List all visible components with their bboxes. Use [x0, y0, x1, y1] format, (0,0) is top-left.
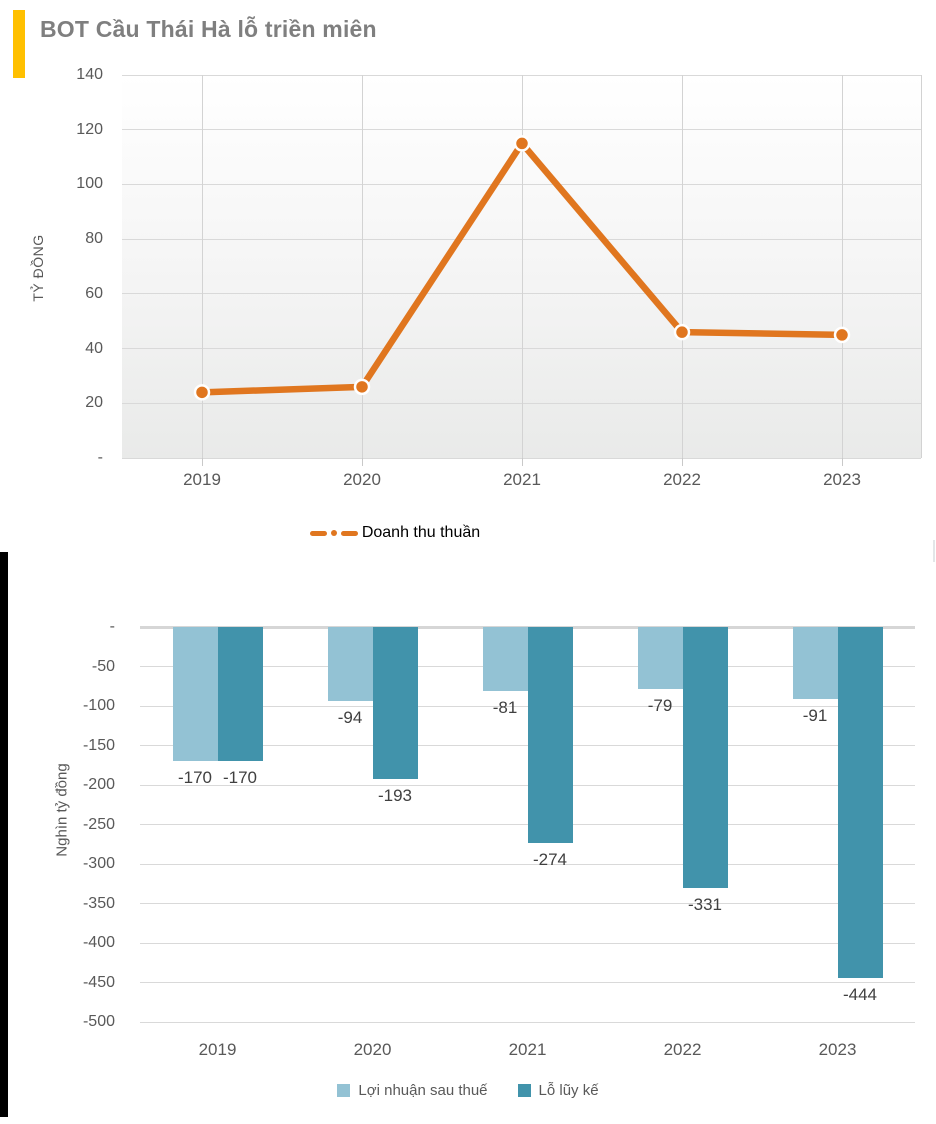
- bar-profit: [172, 627, 218, 762]
- bar-value-label: -91: [802, 705, 828, 725]
- bar-cumulative-loss: [527, 627, 573, 844]
- legend-item-profit: Lợi nhuận sau thuế: [337, 1082, 488, 1099]
- chart2-legend: Lợi nhuận sau thuế Lỗ lũy kế: [0, 1082, 936, 1099]
- x-tick-label: 2022: [663, 470, 701, 489]
- y-tick-label: 100: [76, 175, 103, 193]
- y-tick-label: -50: [91, 657, 115, 675]
- y-tick-label: -400: [82, 934, 115, 951]
- x-tick-label: 2023: [818, 1040, 857, 1059]
- y-tick-label: -: [97, 449, 103, 466]
- data-point-marker: [193, 384, 211, 401]
- x-tick-label: 2020: [343, 470, 381, 489]
- bar-value-label: -94: [337, 708, 363, 728]
- bar-value-label: -331: [687, 895, 723, 915]
- v-gridline: [681, 75, 683, 458]
- x-tick-label: 2021: [503, 470, 541, 489]
- chart1-plot-area: [122, 74, 922, 466]
- y-tick-label: -300: [82, 855, 115, 872]
- bar-value-label: -81: [492, 697, 518, 717]
- chart1-legend-label: Doanh thu thuần: [361, 524, 481, 541]
- data-point-marker: [833, 326, 851, 344]
- bar-cumulative-loss: [372, 627, 418, 780]
- page-title: BOT Cầu Thái Hà lỗ triền miên: [40, 16, 377, 42]
- y-tick-label: -: [109, 618, 115, 635]
- y-tick-label: -450: [82, 973, 115, 991]
- chart2-plot-area: -170 -170 -94 -193 -81 -274 -79 -331 -91 -444: [140, 625, 915, 1023]
- x-axis-tick: [521, 458, 523, 466]
- data-point-marker: [673, 323, 691, 341]
- h-gridline: [140, 942, 915, 944]
- bar-value-label: -170: [177, 768, 213, 788]
- y-tick-label: 120: [76, 120, 103, 138]
- screenshot-left-edge: [0, 552, 8, 1117]
- y-tick-label: -500: [82, 1013, 115, 1030]
- legend-item-cumulative-loss: Lỗ lũy kế: [517, 1082, 599, 1099]
- bar-profit: [792, 627, 838, 699]
- bar-cumulative-loss: [217, 627, 263, 762]
- y-tick-label: 140: [76, 66, 103, 83]
- y-tick-label: -150: [82, 736, 115, 754]
- profit-legend-label: Lợi nhuận sau thuế: [358, 1082, 488, 1099]
- x-axis-tick: [201, 458, 203, 466]
- bar-value-label: -444: [842, 984, 878, 1004]
- v-gridline: [521, 75, 523, 458]
- cumulative-loss-legend-label: Lỗ lũy kế: [538, 1082, 599, 1099]
- x-axis-tick: [361, 458, 363, 466]
- y-tick-label: 60: [85, 284, 103, 302]
- data-point-marker: [513, 135, 531, 152]
- loss-bar-chart: Nghìn tỷ đồng - -50 -100 -150 -200 -250 -300 -3…: [0, 540, 936, 1124]
- revenue-line-chart: BOT Cầu Thái Hà lỗ triền miên TỶ ĐỒNG 14…: [0, 0, 936, 556]
- bar-value-label: -193: [377, 786, 413, 806]
- x-tick-label: 2020: [353, 1040, 392, 1059]
- y-tick-label: 20: [85, 394, 103, 412]
- y-tick-label: 40: [85, 339, 103, 357]
- h-gridline: [140, 903, 915, 904]
- data-point-marker: [353, 378, 371, 396]
- x-axis-tick: [681, 458, 683, 466]
- h-gridline: [140, 982, 915, 983]
- x-tick-label: 2019: [183, 470, 221, 489]
- x-tick-label: 2022: [663, 1040, 702, 1059]
- x-tick-label: 2021: [508, 1040, 547, 1059]
- x-tick-label: 2019: [198, 1040, 237, 1059]
- bar-cumulative-loss: [837, 627, 883, 978]
- bar-profit: [637, 627, 683, 690]
- v-gridline: [361, 75, 363, 458]
- bar-value-label: -170: [222, 768, 258, 788]
- bar-value-label: -274: [532, 850, 568, 870]
- x-tick-label: 2023: [823, 470, 861, 489]
- v-gridline: [201, 75, 203, 458]
- bar-profit: [327, 627, 373, 702]
- y-tick-label: -200: [82, 776, 115, 793]
- y-tick-label: -250: [82, 815, 115, 833]
- v-gridline: [841, 75, 843, 458]
- bar-profit: [482, 627, 528, 691]
- h-gridline: [140, 863, 915, 865]
- y-tick-label: -350: [82, 894, 115, 912]
- y-tick-label: -100: [82, 697, 115, 714]
- y-tick-label: 80: [85, 230, 103, 248]
- cumulative-loss-legend-swatch: [517, 1084, 531, 1097]
- line-legend-icon: [309, 530, 358, 536]
- screenshot-right-edge-sliver: [933, 540, 935, 562]
- bar-cumulative-loss: [682, 627, 728, 889]
- line-series: [193, 135, 851, 401]
- profit-legend-swatch: [337, 1084, 351, 1097]
- h-gridline: [140, 1021, 915, 1023]
- chart1-legend: Doanh thu thuần: [0, 524, 790, 542]
- title-accent-bar: [13, 10, 25, 78]
- x-axis-tick: [841, 458, 843, 466]
- bar-value-label: -79: [647, 696, 673, 716]
